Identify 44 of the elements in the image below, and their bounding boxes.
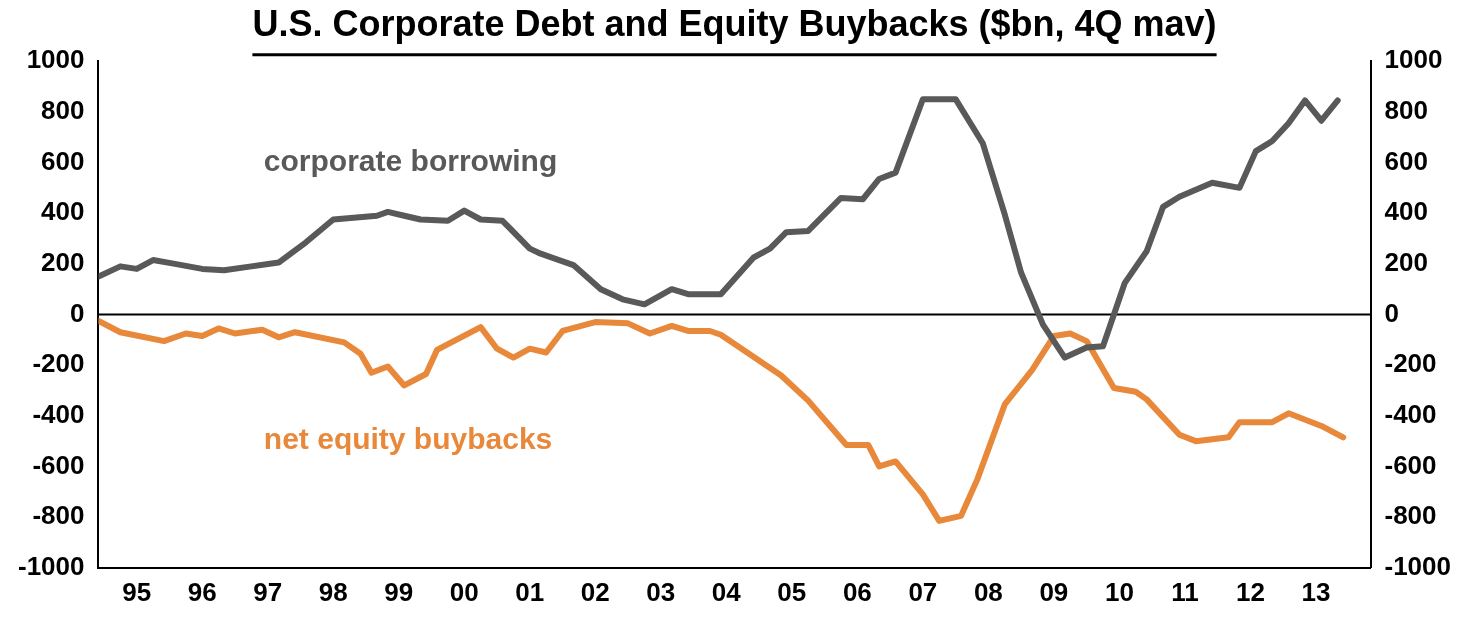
x-tick-label: 13 <box>1301 576 1331 607</box>
y2-tick-label: 400 <box>1384 196 1428 227</box>
y-tick-label: 0 <box>70 297 85 328</box>
y2-tick-label: 600 <box>1384 145 1428 176</box>
x-tick-label: 11 <box>1171 576 1199 607</box>
y-tick-label: -200 <box>32 348 85 379</box>
y-tick-label: 1000 <box>26 44 85 75</box>
x-tick-label: 02 <box>580 576 610 607</box>
x-tick-label: 00 <box>449 576 479 607</box>
x-tick-label: 09 <box>1039 576 1069 607</box>
y-tick-label: -1000 <box>18 550 85 581</box>
series-label: net equity buybacks <box>263 422 553 456</box>
x-tick-label: 03 <box>646 576 676 607</box>
y2-tick-label: -800 <box>1384 500 1437 531</box>
y-tick-label: -600 <box>32 449 85 480</box>
y2-tick-label: 200 <box>1384 247 1428 278</box>
y2-tick-label: 800 <box>1384 95 1428 126</box>
x-tick-label: 10 <box>1104 576 1134 607</box>
x-tick-label: 96 <box>187 576 217 607</box>
x-tick-label: 98 <box>318 576 348 607</box>
y-tick-label: 400 <box>41 196 85 227</box>
y-tick-label: 600 <box>41 145 85 176</box>
x-tick-label: 01 <box>515 576 545 607</box>
y-tick-label: 800 <box>41 95 85 126</box>
x-tick-label: 07 <box>908 576 938 607</box>
x-tick-label: 12 <box>1235 576 1265 607</box>
y-tick-label: -800 <box>32 500 85 531</box>
x-tick-label: 99 <box>384 576 414 607</box>
series-label: corporate borrowing <box>263 143 558 177</box>
y2-tick-label: -600 <box>1384 449 1437 480</box>
y2-tick-label: -200 <box>1384 348 1437 379</box>
x-tick-label: 06 <box>842 576 872 607</box>
y2-tick-label: 1000 <box>1384 44 1443 75</box>
x-tick-label: 05 <box>777 576 807 607</box>
y-tick-label: -400 <box>32 398 85 429</box>
chart-title: U.S. Corporate Debt and Equity Buybacks ($bn, 4Q mav) <box>252 2 1217 44</box>
x-tick-label: 04 <box>711 576 742 607</box>
y2-tick-label: -1000 <box>1384 550 1451 581</box>
x-tick-label: 08 <box>973 576 1003 607</box>
y2-tick-label: 0 <box>1384 297 1399 328</box>
x-tick-label: 95 <box>122 576 152 607</box>
y-tick-label: 200 <box>41 247 85 278</box>
x-tick-label: 97 <box>253 576 283 607</box>
y2-tick-label: -400 <box>1384 398 1437 429</box>
